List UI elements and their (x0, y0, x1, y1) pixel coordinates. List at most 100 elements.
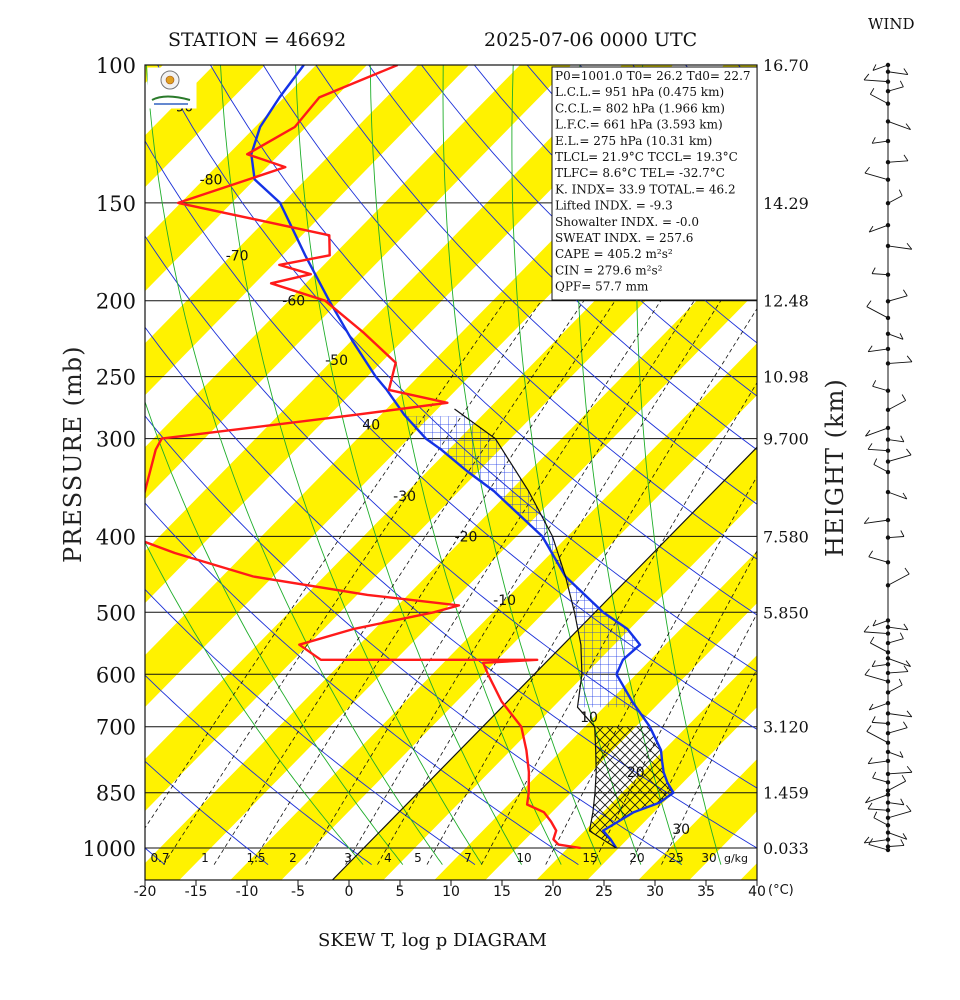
index-line: CIN = 279.6 m²s² (555, 263, 663, 277)
isotherm-label: -30 (393, 489, 416, 505)
x-tick-label: -20 (134, 884, 157, 900)
wind-barb (870, 93, 889, 105)
height-tick-label: 16.70 (763, 56, 809, 75)
mixing-ratio-label: 1 (201, 851, 209, 865)
wind-barb-flag (900, 435, 905, 442)
height-tick-label: 10.98 (763, 368, 809, 387)
wind-barb (864, 839, 889, 844)
wind-barb-flag (871, 267, 876, 274)
wind-barb (872, 64, 889, 71)
wind-barb-flag (863, 517, 870, 524)
wind-barb-flag (899, 80, 904, 88)
wind-barb (873, 464, 889, 473)
wind-barb (872, 385, 889, 392)
wind-barb-flag (903, 623, 909, 631)
wind-barb-flag (864, 668, 870, 676)
wind-profile (863, 62, 913, 853)
wind-barb-flag (867, 757, 873, 764)
wind-barb-flag (903, 289, 908, 297)
index-line: QPF= 57.7 mm (555, 280, 649, 294)
wind-barb-flag (898, 678, 903, 686)
dry-adiabat (157, 65, 757, 673)
cape-area (405, 416, 640, 708)
mixing-ratio-label: 0.7 (150, 851, 169, 865)
wind-barb-flag (903, 154, 909, 162)
wind-barb-flag (898, 189, 903, 196)
wind-level-dot (885, 489, 891, 495)
mixing-ratio-line (305, 300, 662, 865)
wind-barb-flag (863, 625, 870, 633)
x-tick-label: 15 (493, 884, 511, 900)
wind-barb-flag (903, 665, 909, 672)
x-tick-label: 10 (442, 884, 460, 900)
isotherm-band (0, 65, 61, 880)
mixing-ratio-line (213, 300, 585, 865)
wind-barb (872, 777, 889, 783)
x-tick-label: 5 (396, 884, 405, 900)
wind-barb (864, 79, 889, 83)
mixing-ratio-label: 20 (629, 851, 644, 865)
wind-barb-flag (906, 804, 912, 812)
wind-barb (887, 86, 904, 92)
wind-barb (887, 802, 904, 806)
wind-barb (870, 642, 889, 653)
isotherm-band (145, 65, 571, 500)
wind-barb (864, 172, 889, 181)
wind-barb (887, 713, 912, 718)
dry-adiabat (315, 65, 757, 505)
sounding-line-td (145, 65, 581, 850)
dry-adiabat (791, 65, 960, 865)
mixing-ratio-label: 4 (384, 851, 392, 865)
dry-adiabat (145, 674, 372, 865)
pressure-tick-label: 400 (96, 525, 136, 549)
wind-barb-flag (864, 166, 870, 174)
dry-adiabat (145, 847, 165, 865)
mixing-ratio-label: 3 (344, 851, 352, 865)
wind-barb (887, 845, 904, 848)
wind-barb-flag (868, 225, 874, 233)
wind-barb-flag (904, 567, 910, 575)
mixing-ratio-label: 2 (289, 851, 297, 865)
wind-barb (868, 556, 889, 563)
wind-barb (887, 638, 904, 644)
wind-barb-flag (899, 632, 904, 639)
datetime-label: 2025-07-06 0000 UTC (484, 29, 698, 51)
height-tick-label: 14.29 (763, 194, 809, 213)
wind-barb (887, 333, 904, 340)
axis-labels: 0.7 1 1.5 2 3 4 5 7 10 15 20 25 30 g/kg10015020025030… (83, 54, 809, 900)
dry-adiabat (737, 65, 757, 84)
wind-barb-flag (899, 751, 904, 758)
wind-barb (887, 751, 904, 758)
indices-background (551, 66, 758, 301)
index-line: C.C.L.= 802 hPa (1.966 km) (555, 101, 725, 115)
wind-barb (887, 727, 908, 734)
index-line: P0=1001.0 T0= 26.2 Td0= 22.7 (555, 69, 751, 83)
isotherm-band (145, 65, 163, 84)
dry-adiabat (844, 65, 960, 865)
wind-barb-flag (868, 703, 874, 711)
pressure-tick-label: 300 (96, 428, 136, 452)
x-axis-title: SKEW T, log p DIAGRAM (318, 930, 547, 951)
pressure-tick-label: 1000 (83, 837, 136, 861)
x-tick-label: -5 (291, 884, 305, 900)
wind-barb (865, 794, 889, 804)
index-line: SWEAT INDX. = 257.6 (555, 231, 693, 245)
isotherm-band (230, 343, 757, 880)
logo (147, 67, 197, 109)
height-tick-label: 0.033 (763, 839, 809, 858)
wind-barb (872, 273, 889, 276)
wind-barb-flag (863, 836, 870, 844)
isotherm-band (145, 65, 673, 604)
wind-barb-flag (869, 636, 875, 644)
isotherm-label: 10 (580, 710, 598, 726)
wind-barb-flag (906, 765, 913, 773)
mixing-ratio-label: 30 (701, 851, 716, 865)
wind-barb (887, 195, 903, 204)
isotherm-label: 40 (362, 418, 380, 434)
index-line: K. INDX= 33.9 TOTAL.= 46.2 (555, 182, 736, 196)
wind-barb (887, 361, 912, 364)
dry-adiabat (421, 65, 757, 397)
isotherm-label: -10 (493, 593, 516, 609)
wind-barb-flag (866, 300, 872, 307)
